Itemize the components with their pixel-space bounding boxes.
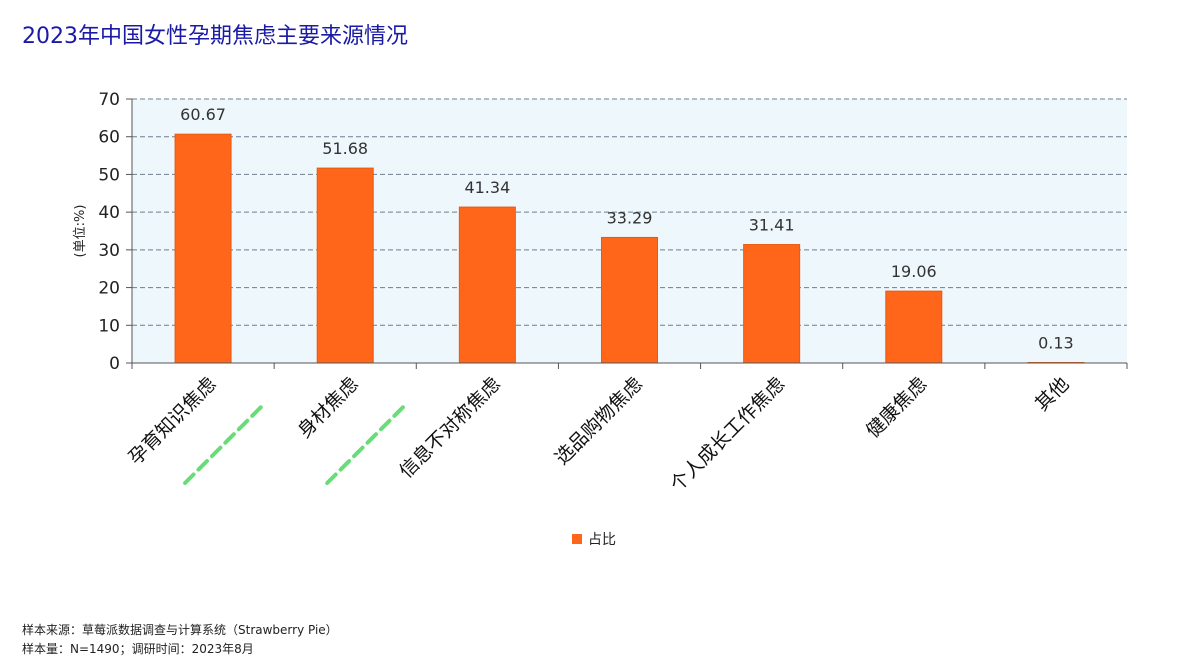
legend: 占比 (572, 532, 616, 548)
value-label: 19.06 (891, 262, 937, 281)
legend-swatch (572, 534, 582, 544)
legend-label: 占比 (588, 532, 616, 548)
category-label: 选品购物焦虑 (551, 373, 647, 469)
y-tick-label: 40 (98, 203, 120, 223)
bar-2 (316, 167, 374, 364)
value-label: 33.29 (607, 208, 653, 227)
category-label: 身材焦虑 (293, 373, 362, 442)
bar-5 (743, 244, 801, 364)
y-tick-label: 30 (98, 241, 120, 261)
y-tick-label: 70 (98, 90, 120, 110)
category-label: 健康焦虑 (862, 373, 931, 442)
highlight-mark (325, 403, 408, 485)
value-label: 31.41 (749, 216, 795, 235)
y-tick-label: 60 (98, 128, 120, 148)
y-tick-label: 50 (98, 165, 120, 185)
footnote-source: 样本来源：草莓派数据调查与计算系统（Strawberry Pie） (22, 623, 338, 637)
value-label: 60.67 (180, 105, 226, 124)
footnote-sample: 样本量：N=1490；调研时间：2023年8月 (22, 642, 254, 656)
category-label: 孕育知识焦虑 (124, 373, 220, 469)
y-axis-label: (单位:%) (73, 205, 88, 258)
bar-1 (174, 133, 232, 364)
y-tick-label: 20 (98, 279, 120, 299)
bar-3 (458, 206, 516, 364)
highlight-mark (183, 403, 266, 485)
category-label: 其他 (1031, 373, 1073, 415)
value-label: 0.13 (1038, 334, 1074, 353)
bar-4 (601, 236, 658, 364)
bar-6 (885, 290, 943, 364)
value-label: 41.34 (464, 178, 510, 197)
value-label: 51.68 (322, 139, 368, 158)
chart-title: 2023年中国女性孕期焦虑主要来源情况 (22, 24, 408, 49)
category-label: 信息不对称焦虑 (395, 373, 505, 483)
y-tick-label: 10 (98, 316, 120, 336)
category-label: 个人成长工作焦虑 (666, 373, 789, 496)
axes: 0 10 20 30 40 50 60 70 (单位:%) (73, 90, 1128, 374)
y-tick-label: 0 (109, 354, 120, 374)
